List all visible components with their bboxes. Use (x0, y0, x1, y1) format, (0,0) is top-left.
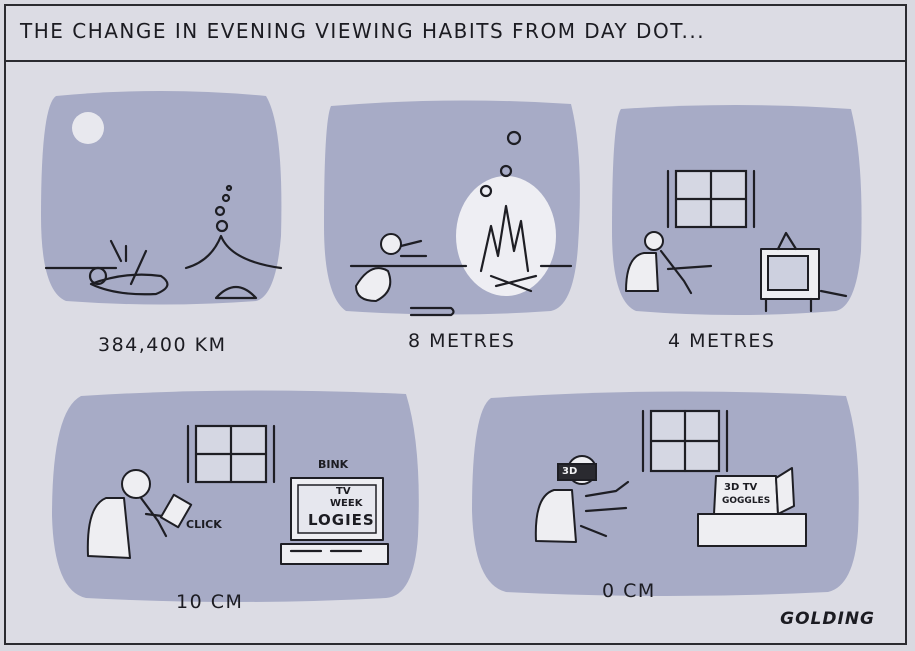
cartoon-title: THE CHANGE IN EVENING VIEWING HABITS FRO… (20, 19, 706, 43)
tv-screen-line-1: TV (336, 486, 351, 497)
artist-signature: GOLDING (780, 609, 875, 629)
panel-caption: 10 CM (176, 591, 244, 613)
title-bar: THE CHANGE IN EVENING VIEWING HABITS FRO… (6, 6, 905, 62)
cartoon-sheet: THE CHANGE IN EVENING VIEWING HABITS FRO… (4, 4, 907, 645)
campfire-scene (324, 100, 580, 317)
panel-caption: 8 METRES (408, 330, 516, 352)
tv-room-scene (612, 105, 862, 315)
tablet-scene (52, 390, 419, 602)
moon-scene (41, 91, 283, 305)
panel-caption: 0 CM (602, 580, 656, 602)
panel-caption: 384,400 KM (98, 334, 227, 356)
panel-goggles: 3D 3D TV GOGGLES 0 CM (466, 386, 866, 616)
sound-fx-bink: BINK (318, 458, 349, 471)
panel-caption: 4 METRES (668, 330, 776, 352)
box-text-line-2: GOGGLES (722, 496, 771, 506)
goggles-scene (472, 391, 859, 596)
sound-fx-click: CLICK (186, 518, 222, 531)
tv-screen-line-2: WEEK (330, 498, 363, 509)
tv-screen-line-3: LOGIES (308, 511, 375, 529)
box-text-line-1: 3D TV (724, 482, 758, 493)
panel-moon: 384,400 KM (36, 86, 286, 356)
panel-fire: 8 METRES (316, 96, 586, 352)
panel-tablet: BINK TV WEEK LOGIES CLICK 10 CM (46, 386, 426, 616)
goggles-label: 3D (562, 466, 578, 477)
moon-icon (72, 112, 104, 144)
panel-tv-room: 4 METRES (606, 101, 866, 352)
